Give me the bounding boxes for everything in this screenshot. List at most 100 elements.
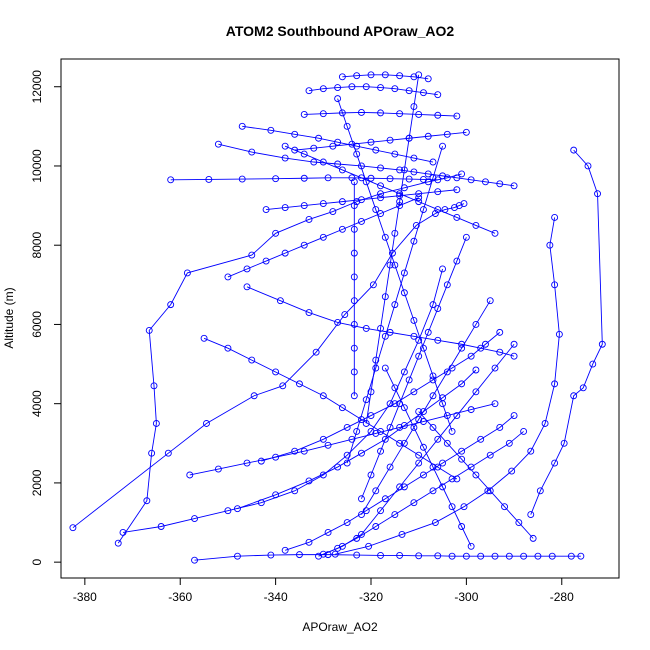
data-point bbox=[310, 158, 318, 166]
data-point bbox=[353, 534, 361, 542]
data-point bbox=[391, 85, 399, 93]
data-point bbox=[467, 352, 475, 360]
data-point bbox=[434, 305, 442, 313]
data-point bbox=[358, 511, 365, 519]
data-point bbox=[460, 503, 468, 511]
data-point bbox=[372, 523, 380, 530]
data-point bbox=[520, 427, 528, 435]
data-point bbox=[410, 154, 418, 162]
data-point bbox=[412, 221, 420, 229]
data-point bbox=[453, 412, 461, 420]
data-series bbox=[186, 400, 499, 479]
data-point bbox=[400, 166, 408, 174]
data-point bbox=[429, 392, 437, 400]
data-point bbox=[510, 182, 518, 190]
data-point bbox=[114, 539, 122, 547]
series-line bbox=[323, 343, 515, 555]
data-point bbox=[491, 400, 499, 408]
data-point bbox=[343, 122, 351, 130]
data-series bbox=[331, 214, 563, 558]
data-series bbox=[350, 178, 358, 400]
chart-title: ATOM2 Southbound APOraw_AO2 bbox=[226, 23, 455, 39]
data-point bbox=[248, 148, 256, 156]
data-point bbox=[443, 130, 451, 138]
data-point bbox=[551, 459, 559, 467]
data-point bbox=[291, 447, 299, 455]
data-point bbox=[453, 112, 461, 120]
data-point bbox=[598, 340, 606, 348]
data-point bbox=[541, 420, 549, 427]
data-point bbox=[405, 134, 413, 142]
data-point bbox=[410, 424, 418, 431]
series-line bbox=[117, 173, 462, 544]
data-point bbox=[400, 269, 408, 277]
data-point bbox=[243, 265, 251, 273]
data-point bbox=[548, 552, 556, 560]
data-point bbox=[420, 471, 427, 479]
data-point bbox=[420, 418, 427, 425]
data-point bbox=[348, 174, 356, 182]
series-line bbox=[318, 431, 524, 557]
data-point bbox=[143, 497, 151, 505]
data-point bbox=[458, 447, 466, 455]
data-point bbox=[358, 449, 365, 457]
data-point bbox=[386, 328, 394, 336]
data-point bbox=[338, 73, 346, 81]
data-point bbox=[243, 459, 251, 467]
data-point bbox=[367, 471, 375, 479]
data-point bbox=[439, 483, 446, 491]
data-point bbox=[353, 427, 361, 435]
data-point bbox=[439, 400, 446, 408]
data-point bbox=[338, 404, 346, 412]
data-point bbox=[334, 319, 342, 326]
data-series bbox=[343, 142, 446, 467]
data-point bbox=[319, 233, 327, 241]
data-point bbox=[319, 85, 327, 93]
data-point bbox=[486, 451, 494, 459]
data-point bbox=[467, 406, 475, 414]
data-point bbox=[505, 552, 513, 560]
data-point bbox=[358, 196, 365, 204]
data-point bbox=[555, 330, 563, 338]
series-line bbox=[294, 131, 467, 151]
data-series bbox=[191, 551, 585, 564]
x-tick-label: -280 bbox=[550, 590, 574, 604]
data-point bbox=[472, 388, 480, 396]
data-point bbox=[472, 221, 480, 229]
data-series bbox=[262, 186, 461, 214]
data-point bbox=[191, 515, 198, 523]
data-point bbox=[429, 487, 437, 495]
data-point bbox=[262, 206, 270, 214]
data-series bbox=[224, 194, 423, 281]
data-point bbox=[296, 551, 303, 559]
data-point bbox=[377, 164, 384, 172]
data-point bbox=[238, 122, 246, 130]
data-point bbox=[415, 190, 423, 198]
data-point bbox=[434, 463, 442, 471]
x-axis-label: APOraw_AO2 bbox=[302, 620, 378, 634]
data-point bbox=[458, 344, 466, 352]
data-point bbox=[300, 447, 308, 455]
y-tick-label: 0 bbox=[30, 558, 44, 565]
data-point bbox=[272, 175, 280, 183]
data-point bbox=[462, 128, 470, 136]
data-point bbox=[496, 424, 504, 431]
data-point bbox=[486, 487, 494, 495]
data-point bbox=[367, 388, 375, 396]
y-tick-label: 12000 bbox=[30, 70, 44, 104]
data-point bbox=[272, 453, 280, 461]
data-point bbox=[367, 138, 375, 146]
data-series bbox=[334, 95, 456, 435]
data-point bbox=[350, 297, 358, 305]
data-point bbox=[396, 483, 404, 491]
data-point bbox=[152, 420, 160, 427]
data-point bbox=[334, 160, 342, 168]
data-point bbox=[391, 301, 399, 309]
data-point bbox=[462, 552, 470, 560]
data-point bbox=[584, 162, 592, 170]
data-point bbox=[458, 340, 466, 348]
data-point bbox=[424, 75, 432, 83]
data-point bbox=[191, 556, 198, 564]
data-point bbox=[350, 202, 358, 210]
data-point bbox=[510, 412, 518, 420]
